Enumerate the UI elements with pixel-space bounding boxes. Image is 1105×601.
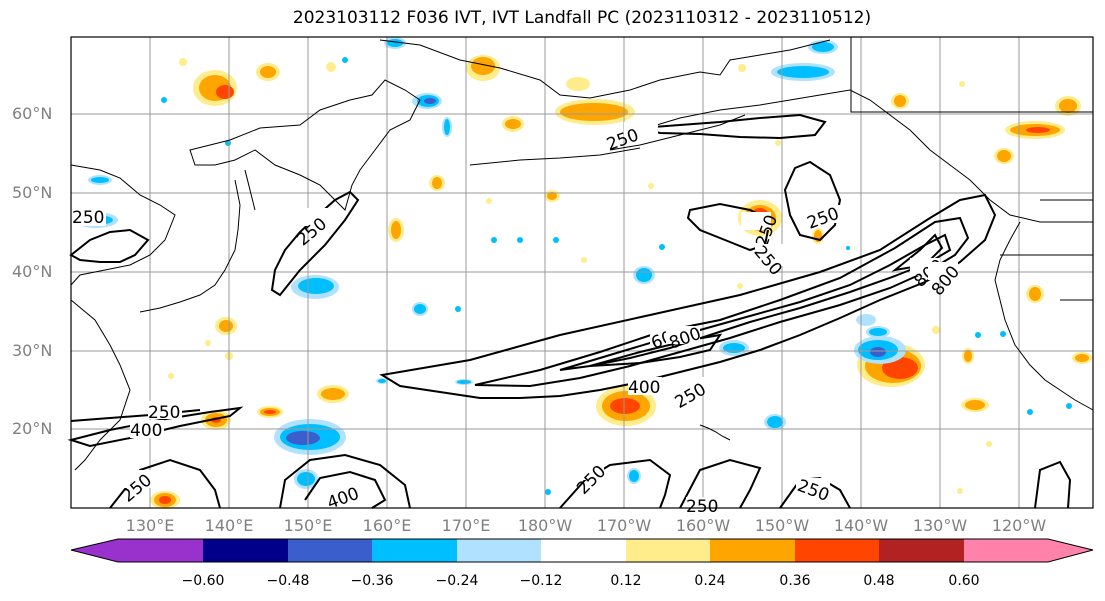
graticule xyxy=(71,37,1093,508)
colorbar-cell xyxy=(118,539,203,562)
colorbar-cell xyxy=(457,539,541,562)
lon-label: 180°W xyxy=(517,516,573,535)
contour-label-group: 250 250 250 250 250 250 250 250 250 250 … xyxy=(72,122,964,517)
lon-label: 130°W xyxy=(912,516,968,535)
contour-label: 400 xyxy=(130,421,162,441)
contour-label: 250 xyxy=(604,125,641,155)
colorbar-tick-label: −0.60 xyxy=(181,573,225,589)
lon-label: 140°W xyxy=(833,516,889,535)
lat-label: 60°N xyxy=(12,104,53,123)
contour-label: 250 xyxy=(686,497,718,517)
colorbar-cell xyxy=(288,539,372,562)
colorbar-cell xyxy=(372,539,457,562)
lat-label: 50°N xyxy=(12,183,53,202)
coastlines xyxy=(70,37,1094,471)
lon-label: 160°W xyxy=(675,516,731,535)
colorbar-cell xyxy=(879,539,964,562)
lat-label: 30°N xyxy=(12,341,53,360)
lon-label: 170°E xyxy=(441,516,491,535)
lon-label: 150°W xyxy=(754,516,810,535)
colorbar-extend-high xyxy=(1048,539,1093,562)
contour-label: 400 xyxy=(628,378,660,398)
map-title: 2023103112 F036 IVT, IVT Landfall PC (20… xyxy=(292,8,872,28)
colorbar xyxy=(70,538,1094,563)
lat-label: 40°N xyxy=(12,262,53,281)
colorbar-cell xyxy=(710,539,795,562)
lon-label: 120°W xyxy=(991,516,1047,535)
colorbar-tick-label: −0.12 xyxy=(519,573,563,589)
colorbar-tick-label: −0.36 xyxy=(350,573,394,589)
lat-label: 20°N xyxy=(12,419,53,438)
colorbar-cell xyxy=(541,539,626,562)
colorbar-tick-label: 0.48 xyxy=(863,573,895,589)
contour-label: 250 xyxy=(72,208,104,228)
map-frame xyxy=(70,36,1094,509)
colorbar-tick-label: −0.48 xyxy=(266,573,310,589)
ivt-contours xyxy=(67,113,1072,509)
colorbar-tick-label: 0.60 xyxy=(948,573,980,589)
colorbar-tick-label: 0.24 xyxy=(694,573,726,589)
contour-label: 250 xyxy=(148,403,180,423)
colorbar-cell xyxy=(795,539,879,562)
lon-label: 150°E xyxy=(283,516,333,535)
colorbar-tick-label: 0.36 xyxy=(779,573,811,589)
lon-label: 140°E xyxy=(204,516,254,535)
colorbar-cell xyxy=(964,539,1048,562)
lon-label: 170°W xyxy=(596,516,652,535)
colorbar-cell xyxy=(626,539,710,562)
colorbar-extend-low xyxy=(71,539,118,562)
colorbar-cell xyxy=(203,539,288,562)
colorbar-tick-label: −0.24 xyxy=(435,573,479,589)
lon-label: 130°E xyxy=(125,516,175,535)
colorbar-tick-label: 0.12 xyxy=(610,573,642,589)
lon-label: 160°E xyxy=(362,516,412,535)
